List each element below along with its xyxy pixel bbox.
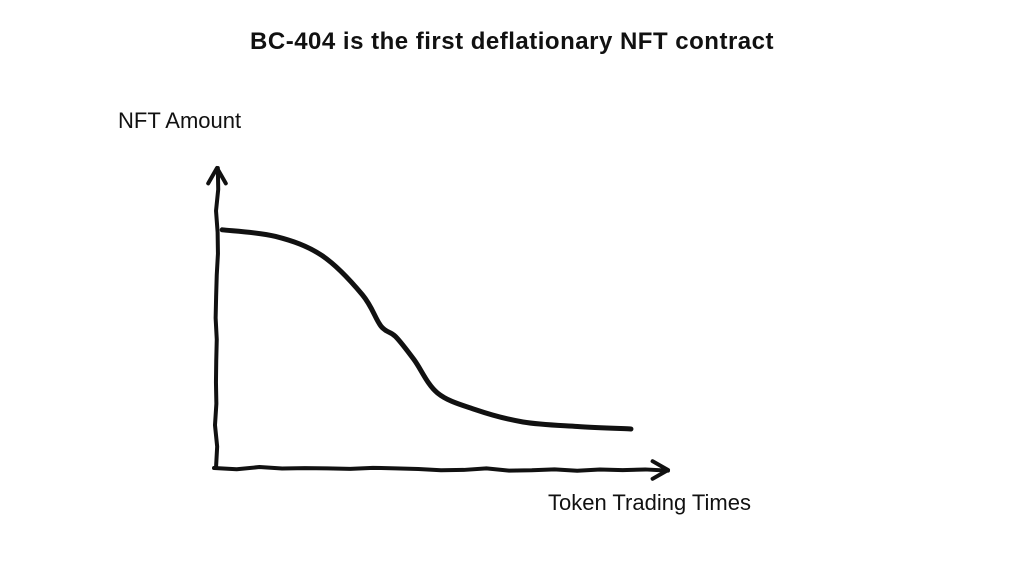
x-axis (214, 467, 668, 471)
y-axis (215, 168, 218, 468)
data-curve (222, 230, 631, 429)
chart-svg (0, 0, 1024, 569)
chart-container: BC-404 is the first deflationary NFT con… (0, 0, 1024, 569)
